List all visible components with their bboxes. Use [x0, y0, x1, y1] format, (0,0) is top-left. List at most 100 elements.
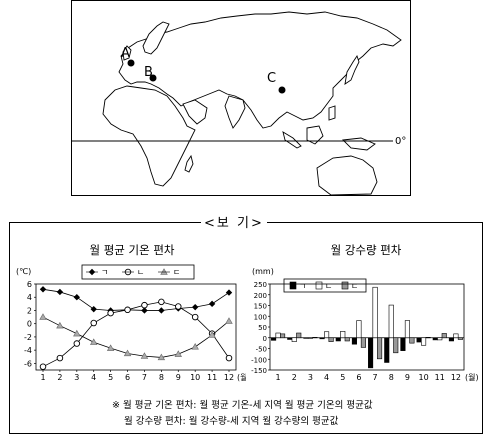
precipitation-deviation-chart: 월 강수량 편차 (mm) ㄱ ㄴ ㄷ 250 200 150 100 50 0 -50 -100…: [251, 243, 479, 382]
prec-bar: [457, 337, 463, 340]
prec-bar: [356, 320, 362, 339]
temp-point: [141, 301, 148, 309]
prec-bar: [388, 304, 394, 339]
prec-bar: [307, 337, 313, 339]
temp-y-tick-label: 4: [27, 293, 32, 302]
temp-x-tick-label: 4: [91, 373, 96, 382]
prec-unit-label: (mm): [252, 267, 274, 276]
prec-bar: [409, 337, 415, 344]
australia: [316, 155, 378, 196]
temp-x-tick-label: 8: [159, 373, 164, 382]
prec-y-tick-label: 250: [254, 281, 267, 289]
prec-y-tick-label: 50: [258, 324, 267, 332]
temp-point: [73, 329, 81, 337]
prec-bar: [360, 337, 366, 348]
prec-bar: [319, 337, 325, 340]
temp-series-line-1: [42, 301, 230, 368]
prec-y-tick-label: -100: [251, 356, 267, 364]
temp-point: [39, 313, 47, 320]
temp-point: [124, 306, 131, 314]
temp-point: [191, 303, 199, 311]
temp-point: [73, 340, 81, 347]
prec-x-tick-label: 12: [451, 373, 461, 382]
temp-y-tick-label: 2: [27, 306, 32, 315]
prec-legend-swatch: [289, 281, 297, 290]
temp-legend-label: ㄴ: [137, 268, 144, 277]
world-map: 0° A B C: [71, 0, 411, 196]
prec-bar: [312, 337, 318, 339]
scandinavia: [142, 21, 170, 55]
temp-x-tick-label: 9: [176, 373, 181, 382]
temp-x-tick-label: 11: [207, 373, 217, 382]
prec-bar: [372, 286, 378, 339]
prec-x-unit: (월): [465, 372, 479, 382]
africa-landmass: [102, 85, 196, 187]
temp-point: [107, 309, 114, 317]
prec-bar: [291, 337, 297, 342]
temp-point: [158, 298, 165, 306]
prec-bar: [287, 337, 293, 340]
temp-point: [56, 321, 64, 329]
prec-x-tick-label: 3: [308, 373, 313, 382]
temp-point: [90, 305, 97, 313]
temp-x-tick-label: 7: [142, 373, 147, 382]
prec-bar: [368, 337, 374, 369]
temp-legend-label: ㄷ: [173, 268, 180, 277]
prec-bar: [328, 337, 334, 342]
temp-x-tick-label: 1: [40, 373, 45, 382]
temp-point: [106, 344, 115, 351]
temp-point: [56, 288, 64, 296]
note-line-1: ※ 월 평균 기온 편차: 월 평균 기온-세 지역 월 평균 기온의 평균값: [112, 400, 373, 411]
madagascar: [184, 154, 194, 173]
prec-chart-title: 월 강수량 편차: [331, 243, 402, 257]
prec-bar: [448, 337, 454, 342]
prec-legend-label: ㄷ: [351, 282, 358, 291]
prec-bar: [377, 337, 383, 360]
prec-plot-frame: [269, 283, 465, 371]
temp-series-line-0: [42, 288, 230, 311]
japan: [344, 54, 360, 85]
temp-x-tick-label: 3: [74, 373, 79, 382]
temp-point: [90, 338, 98, 345]
prec-x-tick-label: 10: [418, 373, 428, 382]
temp-point: [39, 286, 47, 293]
prec-bar: [344, 337, 350, 342]
prec-bar: [432, 337, 438, 341]
temp-x-tick-label: 6: [125, 373, 130, 382]
prec-x-tick-label: 6: [356, 373, 361, 382]
prec-y-tick-label: -150: [251, 367, 267, 375]
prec-bar: [421, 337, 427, 346]
prec-bar: [453, 333, 459, 339]
temp-point: [225, 354, 233, 362]
prec-bar: [275, 332, 281, 339]
prec-bar: [437, 337, 443, 341]
point-a-label: A: [121, 46, 130, 61]
prec-bar: [303, 337, 309, 339]
prec-x-tick-label: 2: [292, 373, 297, 382]
temp-point: [157, 353, 166, 361]
prec-legend-swatch: [341, 281, 349, 290]
prec-bar: [340, 331, 346, 339]
temp-point: [73, 294, 81, 301]
temp-point: [208, 300, 216, 308]
prec-bar: [324, 331, 330, 339]
temp-y-tick-label: 6: [27, 280, 32, 289]
prec-bar: [296, 332, 302, 339]
temp-point: [90, 319, 97, 327]
prec-x-tick-label: 5: [340, 373, 345, 382]
temp-point: [56, 354, 64, 362]
temp-x-tick-label: 5: [108, 373, 113, 382]
temp-point: [175, 303, 182, 310]
prec-x-tick-label: 4: [324, 373, 329, 382]
prec-legend-swatch: [315, 281, 323, 290]
prec-bar: [425, 337, 431, 339]
temp-point: [141, 307, 148, 314]
point-b-marker: [149, 74, 157, 82]
note-line-2: 월 강수량 편차: 월 강수량-세 지역 월 강수량의 평균값: [124, 416, 339, 427]
temp-y-tick-label: -2: [24, 333, 32, 342]
temp-unit-label: (℃): [16, 267, 31, 276]
temp-point: [174, 350, 182, 357]
prec-legend-label: ㄴ: [325, 282, 332, 291]
